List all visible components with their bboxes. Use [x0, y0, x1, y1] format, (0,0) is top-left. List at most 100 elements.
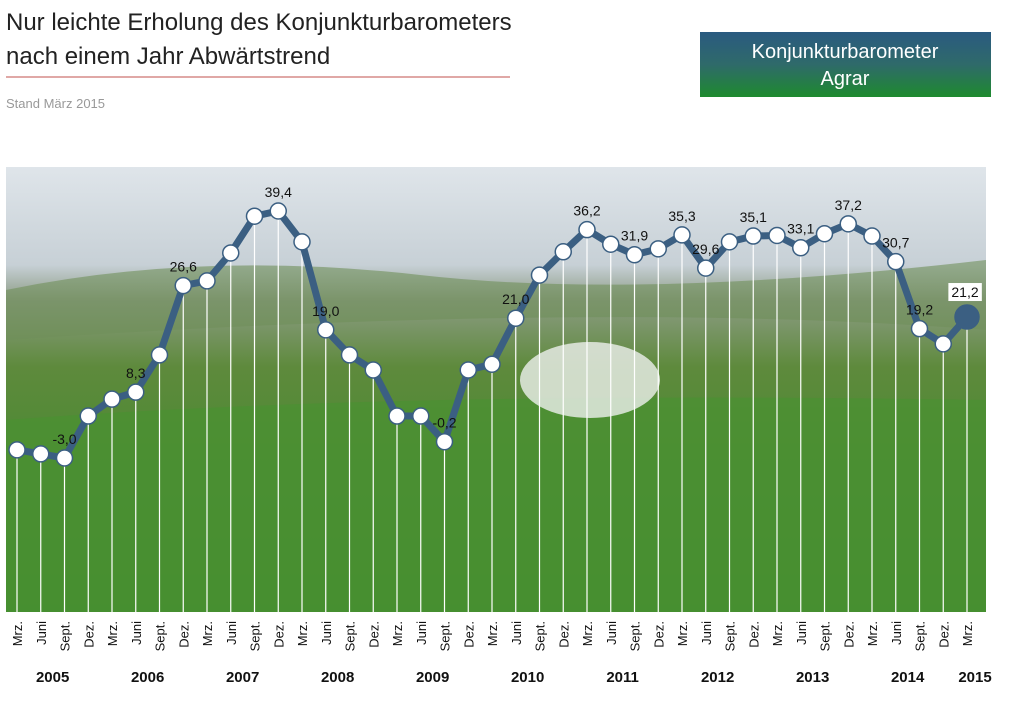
x-tick-label: Sept.	[913, 621, 928, 651]
point	[815, 224, 834, 243]
point	[174, 276, 192, 295]
point	[697, 259, 715, 277]
x-tick-label: Mrz.	[770, 621, 785, 646]
x-tick-label: Mrz.	[200, 621, 215, 646]
point	[507, 309, 525, 327]
badge	[700, 32, 991, 97]
tree	[520, 342, 660, 418]
hills	[6, 260, 986, 340]
x-tick-label: Sept.	[533, 621, 548, 651]
year-label: 2005	[36, 669, 69, 686]
point	[887, 252, 905, 271]
point	[530, 266, 549, 284]
x-tick-label: Dez.	[651, 621, 666, 648]
value-label: 19,0	[312, 303, 339, 319]
point	[578, 220, 596, 239]
x-tick-label: Mrz.	[580, 621, 595, 646]
title: nach einem Jahr Abwärtstrend	[6, 43, 330, 70]
point	[744, 227, 762, 245]
year-label: 2009	[416, 669, 449, 686]
x-tick-label: Dez.	[366, 621, 381, 648]
point	[459, 361, 477, 379]
x-tick-label: Juni	[34, 621, 49, 645]
x-tick-label: Dez.	[556, 621, 571, 648]
point	[388, 407, 406, 425]
point	[222, 244, 240, 262]
point	[792, 238, 810, 257]
x-tick-label: Sept.	[248, 621, 263, 651]
subtitle: Stand März 2015	[6, 96, 105, 111]
value-label: 35,3	[668, 208, 695, 224]
x-tick-label: Dez.	[271, 621, 286, 648]
x-tick-label: Mrz.	[105, 621, 120, 646]
value-label: 21,0	[502, 291, 529, 307]
point	[150, 346, 169, 364]
x-tick-label: Mrz.	[960, 621, 975, 646]
x-tick-label: Dez.	[936, 621, 951, 648]
value-label: 36,2	[573, 203, 600, 219]
value-label: 39,4	[265, 184, 292, 200]
badge-text: Agrar	[821, 68, 870, 90]
year-label: 2012	[701, 669, 734, 686]
point	[625, 245, 644, 264]
badge-text: Konjunkturbarometer	[752, 41, 939, 63]
x-tick-label: Juni	[319, 621, 334, 645]
value-label: 8,3	[126, 365, 146, 381]
x-tick-label: Mrz.	[675, 621, 690, 646]
point	[954, 304, 980, 330]
plot: -3,0 8,3 26,6 39,4 19,0 -0,2 21,0 36,2 31,9 35,3 2…	[8, 184, 992, 686]
x-tick-label: Sept.	[153, 621, 168, 651]
x-tick-label: Sept.	[723, 621, 738, 651]
x-tick-label: Sept.	[628, 621, 643, 651]
x-tick-label: Dez.	[461, 621, 476, 648]
x-tick-label: Juni	[604, 621, 619, 645]
x-tick-label: Mrz.	[390, 621, 405, 646]
point	[910, 319, 929, 338]
x-tick-label: Mrz.	[10, 621, 25, 646]
point	[127, 383, 145, 401]
value-label: 33,1	[787, 221, 814, 237]
value-label: 26,6	[170, 259, 197, 275]
x-tick-label: Sept.	[343, 621, 358, 651]
x-tick-label: Dez.	[81, 621, 96, 648]
point	[198, 272, 216, 290]
year-label: 2013	[796, 669, 829, 686]
value-label: 21,2	[951, 284, 978, 300]
point	[79, 407, 97, 425]
point	[364, 361, 382, 379]
point	[245, 207, 264, 225]
year-label: 2008	[321, 669, 354, 686]
value-label: 29,6	[692, 241, 719, 257]
x-tick-label: Juni	[509, 621, 524, 645]
x-tick-label: Juni	[224, 621, 239, 645]
point	[863, 227, 881, 245]
x-tick-label: Sept.	[58, 621, 73, 651]
value-label: 30,7	[882, 235, 909, 251]
x-tick-label: Mrz.	[865, 621, 880, 646]
x-tick-label: Juni	[794, 621, 809, 645]
x-tick-label: Juni	[414, 621, 429, 645]
point	[412, 407, 430, 425]
x-tick-label: Dez.	[746, 621, 761, 648]
x-tick-label: Juni	[699, 621, 714, 645]
point	[103, 390, 121, 408]
point	[483, 355, 501, 373]
point	[720, 233, 739, 251]
year-label: 2014	[891, 669, 925, 686]
value-label: 37,2	[835, 197, 862, 213]
point	[554, 243, 572, 261]
x-tick-label: Dez.	[841, 621, 856, 648]
year-label: 2011	[606, 669, 639, 686]
point	[8, 441, 26, 459]
point	[317, 321, 335, 339]
year-label: 2015	[958, 669, 991, 686]
point	[269, 202, 287, 220]
point	[435, 432, 454, 451]
title: Nur leichte Erholung des Konjunkturbarom…	[6, 9, 512, 36]
year-label: 2007	[226, 669, 259, 686]
x-tick-label: Mrz.	[485, 621, 500, 646]
x-tick-label: Sept.	[438, 621, 453, 651]
point	[768, 226, 786, 245]
